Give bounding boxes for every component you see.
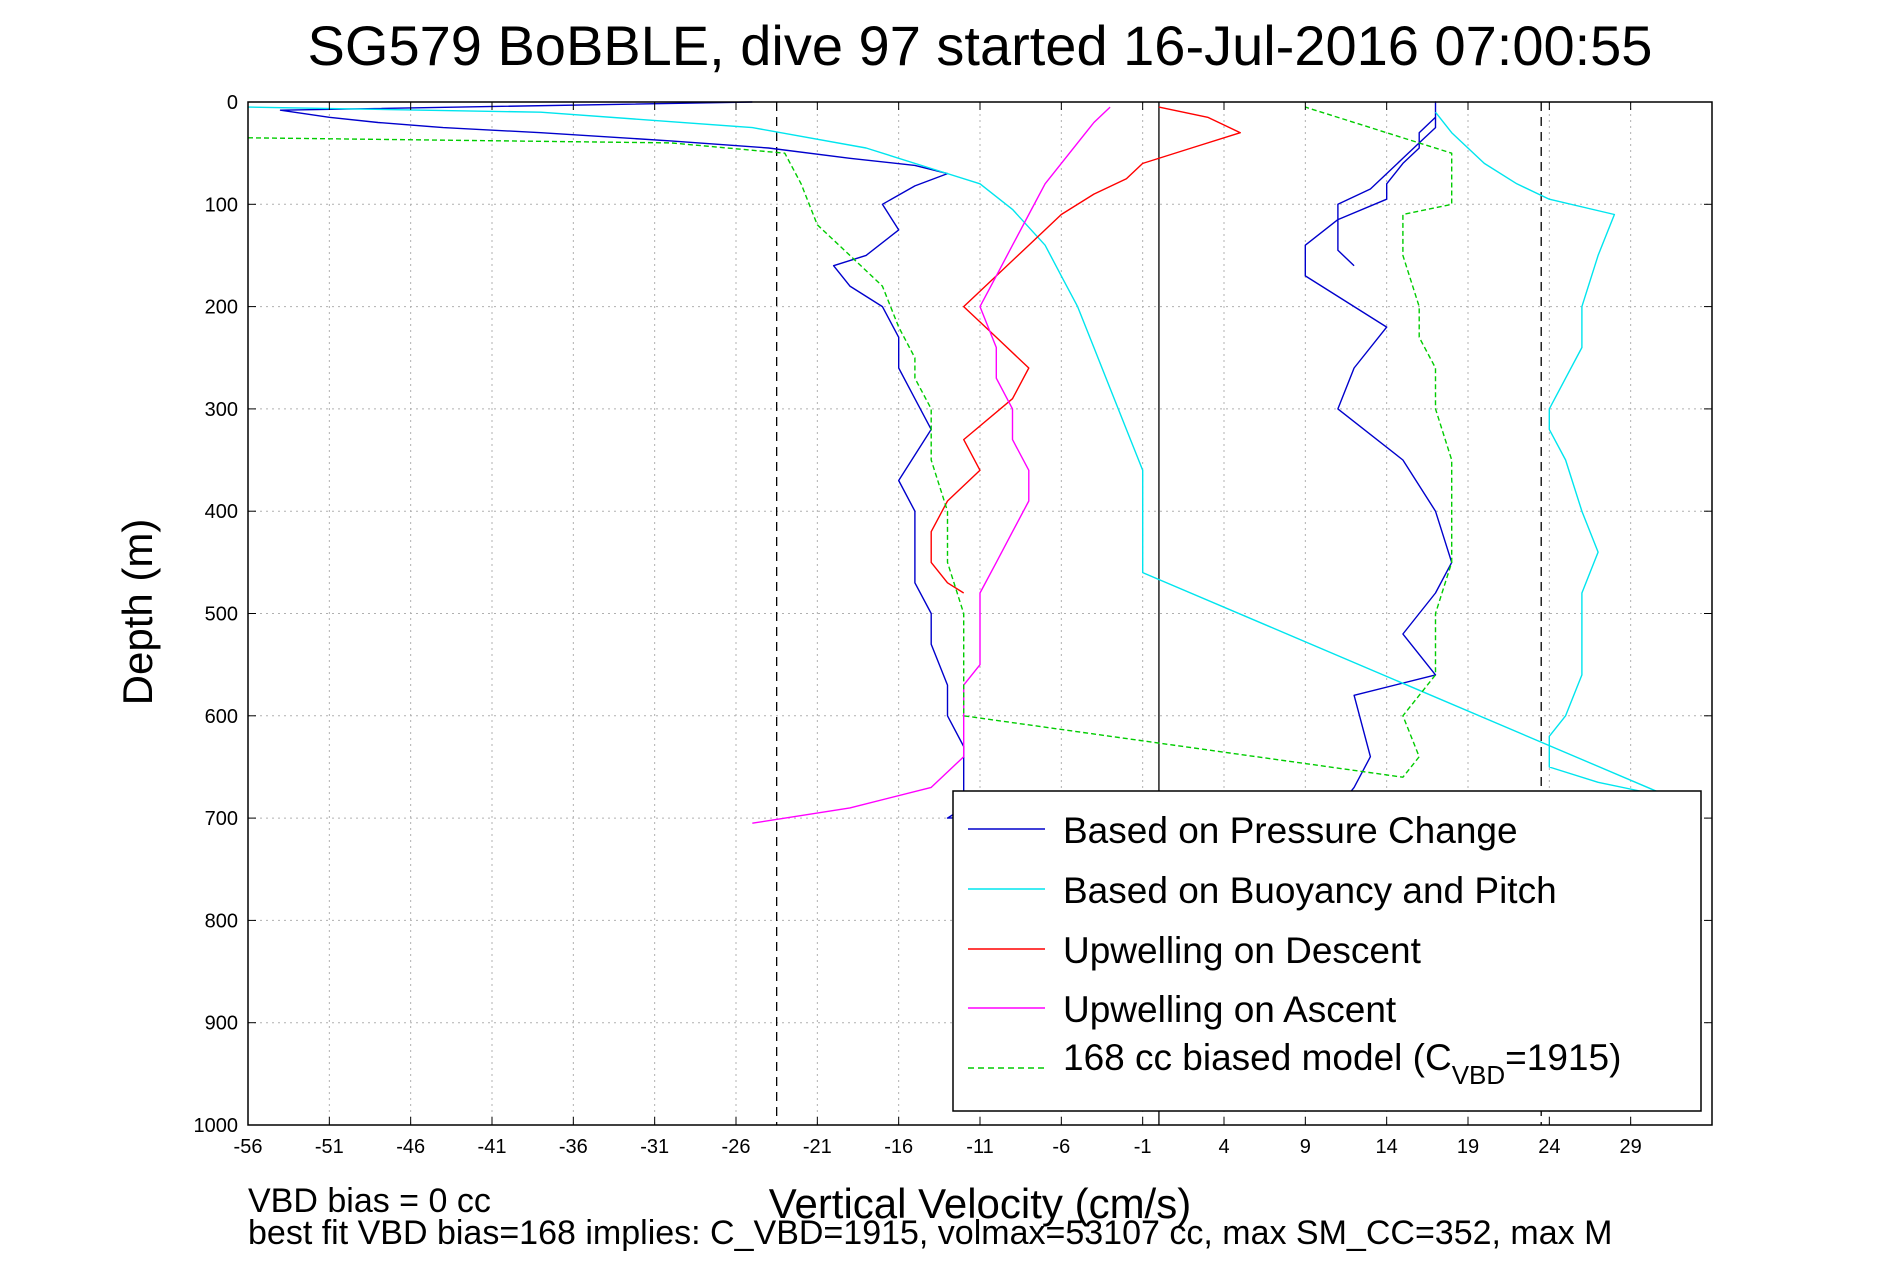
y-tick-label: 700 [205,808,238,830]
legend-label-buoyancy: Based on Buoyancy and Pitch [1063,870,1557,911]
legend-label-pressure: Based on Pressure Change [1063,810,1518,851]
y-axis-ticks: 0 100 200 300 400 500 600 700 800 900 1000 [194,92,1712,1137]
x-tick-label: -16 [884,1136,913,1158]
x-tick-label: -26 [722,1136,751,1158]
x-tick-label: 14 [1376,1136,1398,1158]
y-tick-label: 0 [227,92,238,114]
x-tick-label: -51 [315,1136,344,1158]
series-line-4 [247,106,1453,778]
x-tick-label: -11 [966,1136,993,1158]
y-tick-label: 800 [205,910,238,932]
y-tick-label: 200 [205,297,238,319]
y-tick-label: 500 [205,604,238,626]
x-tick-label: 24 [1538,1136,1560,1158]
legend: Based on Pressure Change Based on Buoyan… [952,790,1702,1112]
vbd-bias-note: VBD bias = 0 cc [248,1182,491,1220]
y-tick-label: 900 [205,1013,238,1035]
legend-label-model-sub: VBD [1452,1060,1505,1090]
y-axis-label: Depth (m) [114,519,161,706]
y-tick-label: 100 [205,194,238,216]
y-tick-label: 600 [205,706,238,728]
x-tick-label: 9 [1300,1136,1311,1158]
legend-label-descent: Upwelling on Descent [1063,930,1422,971]
best-fit-note: best fit VBD bias=168 implies: C_VBD=191… [248,1214,1612,1252]
x-tick-label: 4 [1218,1136,1229,1158]
x-tick-label: -1 [1134,1136,1152,1158]
y-tick-label: 400 [205,501,238,523]
legend-label-model: 168 cc biased model (CVBD=1915) [1063,1037,1621,1090]
x-tick-label: -6 [1052,1136,1070,1158]
series-line-2 [930,106,1242,594]
legend-label-model-main: 168 cc biased model (C [1063,1037,1452,1078]
x-tick-label: -31 [640,1136,669,1158]
y-tick-label: 1000 [194,1115,239,1137]
x-axis-label: Vertical Velocity (cm/s) [769,1180,1191,1227]
chart-title: SG579 BoBBLE, dive 97 started 16-Jul-201… [308,14,1653,77]
x-tick-label: -36 [559,1136,588,1158]
y-tick-label: 300 [205,399,238,421]
legend-label-model-tail: =1915) [1505,1037,1621,1078]
x-tick-label: 19 [1457,1136,1479,1158]
x-axis-ticks: -56 -51 -46 -41 -36 -31 -26 -21 -16 -11 -6 -1 4 9 14 19… [234,102,1642,1158]
x-tick-label: -46 [396,1136,425,1158]
legend-box [952,790,1702,1112]
legend-label-ascent: Upwelling on Ascent [1063,989,1397,1030]
x-tick-label: -56 [234,1136,263,1158]
x-tick-label: -21 [803,1136,832,1158]
series-line-1 [247,106,1697,809]
x-tick-label: 29 [1620,1136,1642,1158]
x-tick-label: -41 [478,1136,507,1158]
